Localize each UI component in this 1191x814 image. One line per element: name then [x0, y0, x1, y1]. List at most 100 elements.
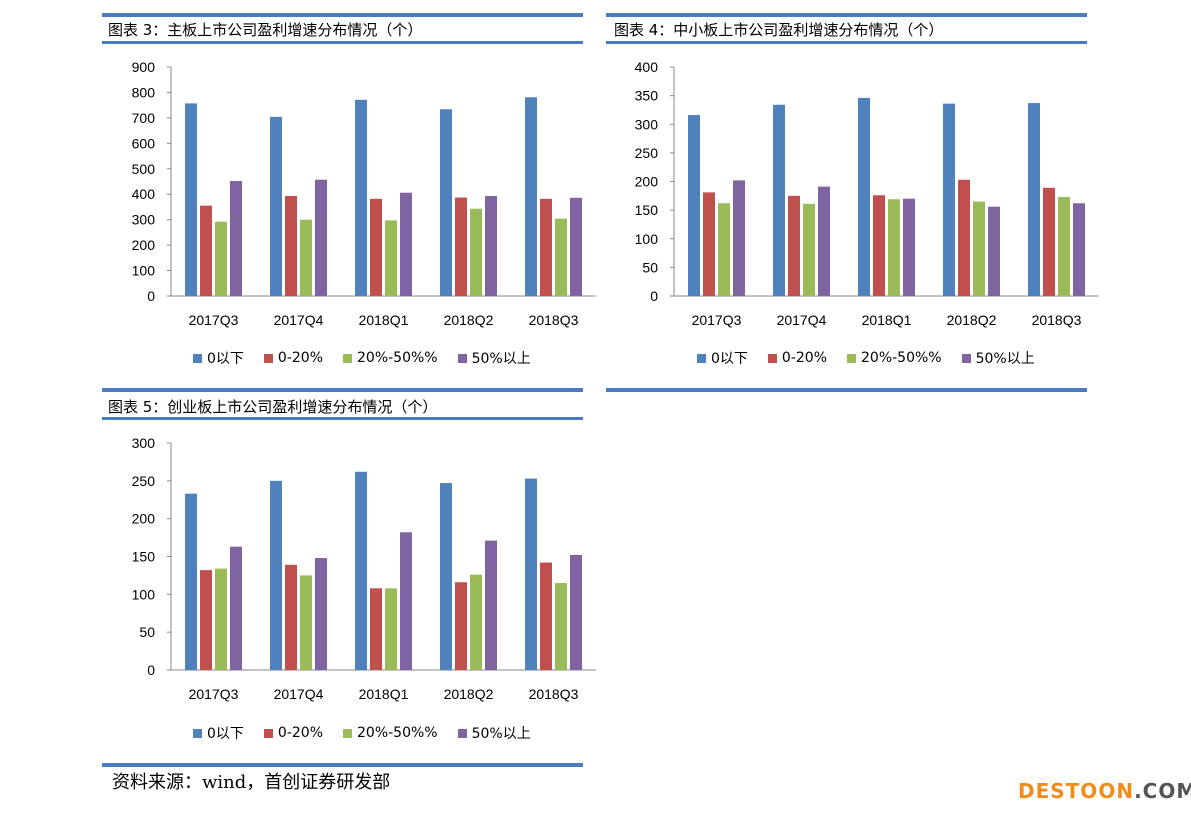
- legend-swatch: [193, 728, 202, 738]
- x-tick-label: 2018Q2: [444, 686, 494, 702]
- y-tick-label: 200: [132, 237, 156, 253]
- y-tick-label: 200: [132, 511, 156, 527]
- legend-swatch: [263, 353, 273, 363]
- x-tick-label: 2018Q3: [1032, 312, 1082, 328]
- chart-3-title: 图表 5：创业板上市公司盈利增速分布情况（个）: [108, 398, 438, 416]
- x-tick-label: 2018Q3: [529, 686, 579, 702]
- chart-1-title: 图表 3：主板上市公司盈利增速分布情况（个）: [108, 21, 423, 39]
- bar-2: [285, 196, 297, 296]
- bar-1: [270, 116, 282, 296]
- panel-2-title-rule: [606, 41, 1087, 44]
- x-tick-label: 2018Q1: [359, 312, 409, 328]
- bar-3: [973, 201, 985, 296]
- bar-2: [1043, 187, 1055, 296]
- bar-2: [200, 570, 212, 670]
- bar-4: [230, 546, 242, 670]
- x-tick-label: 2018Q1: [862, 312, 912, 328]
- bar-4: [400, 532, 412, 670]
- y-tick-label: 700: [132, 110, 156, 126]
- legend-label: 0以下: [207, 726, 244, 742]
- bar-3: [470, 208, 482, 296]
- legend-item: 20%-50%%: [343, 723, 438, 743]
- bar-1: [185, 103, 197, 296]
- legend-item: 20%-50%%: [343, 348, 438, 368]
- panel-3-bottom-rule: [102, 763, 583, 767]
- y-tick-label: 0: [147, 662, 155, 678]
- legend-label: 20%-50%%: [357, 350, 438, 366]
- legend-label: 0以下: [711, 351, 748, 367]
- legend-item: 0以下: [193, 723, 244, 743]
- legend-swatch: [457, 353, 467, 363]
- bar-2: [788, 195, 800, 296]
- legend-swatch: [767, 353, 777, 363]
- bar-2: [285, 564, 297, 670]
- bar-3: [803, 203, 815, 296]
- legend-item: 0-20%: [263, 723, 323, 743]
- y-tick-label: 800: [132, 84, 156, 100]
- y-tick-label: 0: [147, 288, 155, 304]
- x-tick-label: 2018Q3: [529, 312, 579, 328]
- legend-swatch: [961, 353, 971, 363]
- legend-swatch: [343, 353, 352, 363]
- legend-label: 20%-50%%: [861, 350, 942, 366]
- y-tick-label: 600: [132, 135, 156, 151]
- y-tick-label: 50: [139, 624, 155, 640]
- bar-2: [703, 192, 715, 296]
- bar-4: [903, 198, 915, 296]
- legend-swatch: [343, 728, 352, 738]
- bar-3: [555, 218, 567, 296]
- bar-2: [540, 198, 552, 296]
- bar-3: [470, 574, 482, 670]
- x-tick-label: 2017Q4: [274, 686, 324, 702]
- bar-1: [773, 104, 785, 296]
- bar-4: [485, 540, 497, 670]
- bar-3: [300, 219, 312, 296]
- bar-2: [540, 562, 552, 670]
- bar-3: [718, 203, 730, 296]
- bar-4: [818, 186, 830, 296]
- bar-1: [525, 478, 537, 670]
- legend-item: 50%以上: [457, 348, 531, 368]
- legend-label: 0-20%: [277, 350, 323, 366]
- bar-2: [370, 198, 382, 296]
- y-tick-label: 400: [132, 186, 156, 202]
- legend-label: 0以下: [207, 351, 244, 367]
- legend-item: 20%-50%%: [847, 348, 942, 368]
- legend-label: 50%以上: [471, 351, 531, 367]
- legend-label: 50%以上: [975, 351, 1035, 367]
- x-tick-label: 2017Q4: [777, 312, 827, 328]
- bar-1: [185, 493, 197, 670]
- y-tick-label: 300: [635, 116, 659, 132]
- panel-2-top-rule: [606, 13, 1087, 17]
- legend-item: 0以下: [193, 348, 244, 368]
- legend-label: 0-20%: [277, 725, 323, 741]
- bar-4: [485, 196, 497, 296]
- bar-2: [370, 588, 382, 670]
- bar-4: [570, 554, 582, 670]
- bar-3: [888, 199, 900, 296]
- legend-swatch: [193, 353, 202, 363]
- chart-2-legend: 0以下 0-20% 20%-50%% 50%以上: [697, 348, 1035, 368]
- y-tick-label: 150: [635, 202, 659, 218]
- bar-4: [1073, 203, 1085, 296]
- legend-label: 0-20%: [781, 350, 827, 366]
- bar-1: [440, 109, 452, 296]
- legend-item: 50%以上: [457, 723, 531, 743]
- bar-3: [385, 220, 397, 296]
- bar-4: [988, 206, 1000, 296]
- y-tick-label: 150: [132, 549, 156, 565]
- legend-item: 50%以上: [961, 348, 1035, 368]
- legend-item: 0-20%: [263, 348, 323, 368]
- panel-2-bottom-rule: [606, 388, 1087, 392]
- bar-4: [570, 197, 582, 296]
- legend-swatch: [697, 353, 706, 363]
- y-tick-label: 300: [132, 212, 156, 228]
- bar-1: [858, 97, 870, 296]
- bar-2: [958, 179, 970, 296]
- bar-3: [300, 575, 312, 670]
- bar-3: [1058, 196, 1070, 296]
- bar-1: [525, 97, 537, 296]
